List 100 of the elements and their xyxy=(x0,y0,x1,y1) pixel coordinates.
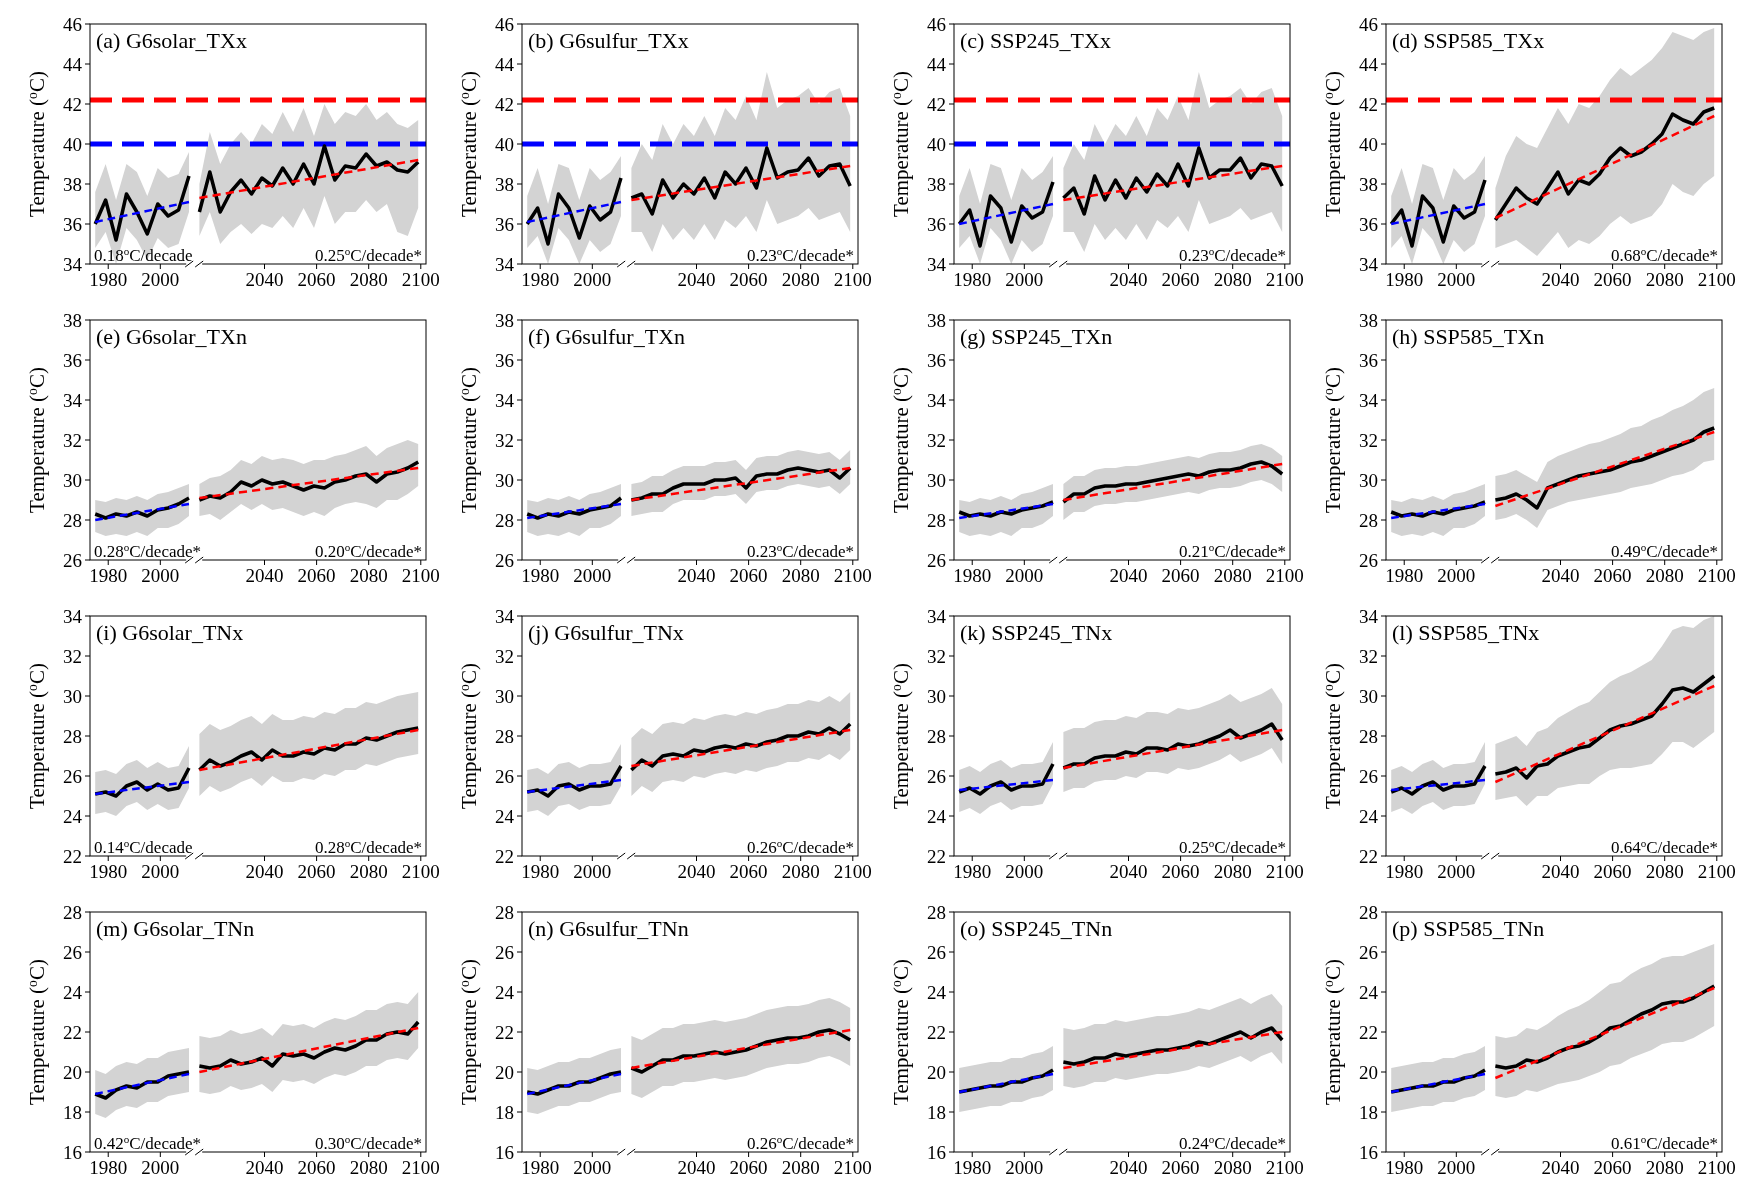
y-tick-label: 46 xyxy=(927,13,946,35)
y-tick-label: 18 xyxy=(495,1101,514,1123)
x-tick-label: 2000 xyxy=(573,861,612,882)
x-tick-label: 2040 xyxy=(1541,861,1580,882)
x-tick-label: 2100 xyxy=(833,861,872,882)
y-tick-label: 24 xyxy=(927,805,947,827)
y-tick-label: 28 xyxy=(63,725,82,747)
y-tick-label: 36 xyxy=(927,213,946,235)
y-tick-label: 34 xyxy=(63,389,83,411)
y-tick-label: 34 xyxy=(63,605,83,627)
y-tick-label: 46 xyxy=(63,13,82,35)
y-tick-label: 34 xyxy=(495,253,515,275)
y-tick-label: 42 xyxy=(63,93,82,115)
x-tick-label: 2040 xyxy=(245,861,284,882)
x-tick-label: 2100 xyxy=(833,1157,872,1178)
y-tick-label: 34 xyxy=(63,253,83,275)
line-series xyxy=(629,146,852,216)
x-tick-label: 2060 xyxy=(1593,269,1632,290)
y-tick-label: 40 xyxy=(63,133,82,155)
y-tick-label: 22 xyxy=(63,845,82,867)
y-tick-label: 24 xyxy=(495,805,515,827)
y-tick-label: 28 xyxy=(927,901,946,923)
x-tick-label: 2000 xyxy=(1005,1157,1044,1178)
y-tick-label: 24 xyxy=(1359,805,1379,827)
y-tick-label: 34 xyxy=(1359,605,1379,627)
y-tick-label: 42 xyxy=(1359,93,1378,115)
y-tick-label: 30 xyxy=(1359,685,1378,707)
y-tick-label: 28 xyxy=(495,509,514,531)
y-tick-label: 28 xyxy=(495,725,514,747)
x-tick-label: 2100 xyxy=(1697,269,1736,290)
x-tick-label: 2100 xyxy=(1697,1157,1736,1178)
x-tick-label: 2060 xyxy=(729,1157,768,1178)
y-tick-label: 28 xyxy=(927,509,946,531)
y-tick-label: 44 xyxy=(495,53,515,75)
x-tick-label: 2040 xyxy=(245,269,284,290)
chart-title: (e) G6solar_TXn xyxy=(96,324,247,349)
x-tick-label: 2080 xyxy=(1213,1157,1252,1178)
y-tick-label: 36 xyxy=(495,349,514,371)
x-tick-label: 2080 xyxy=(1645,861,1684,882)
x-tick-label: 2100 xyxy=(1265,565,1304,586)
y-tick-label: 16 xyxy=(495,1141,514,1163)
x-tick-label: 2040 xyxy=(1541,565,1580,586)
x-tick-label: 2000 xyxy=(141,1157,180,1178)
x-tick-label: 2000 xyxy=(1437,565,1476,586)
chart-title: (l) SSP585_TNx xyxy=(1392,620,1540,645)
y-tick-label: 28 xyxy=(1359,901,1378,923)
x-tick-label: 2100 xyxy=(1697,565,1736,586)
y-tick-label: 36 xyxy=(927,349,946,371)
y-tick-label: 20 xyxy=(63,1061,82,1083)
chart-title: (d) SSP585_TXx xyxy=(1392,28,1545,53)
y-tick-label: 34 xyxy=(1359,389,1379,411)
y-tick-label: 30 xyxy=(495,685,514,707)
annotation: 0.42$^{o}$C/decade* xyxy=(94,1133,202,1153)
x-tick-label: 2060 xyxy=(729,565,768,586)
x-tick-label: 2000 xyxy=(573,269,612,290)
y-tick-label: 38 xyxy=(927,309,946,331)
annotation: 0.30$^{o}$C/decade* xyxy=(314,1133,422,1153)
x-tick-label: 2100 xyxy=(833,269,872,290)
x-tick-label: 2000 xyxy=(141,861,180,882)
x-tick-label: 1980 xyxy=(953,269,992,290)
x-tick-label: 1980 xyxy=(89,565,128,586)
y-tick-label: 24 xyxy=(63,805,83,827)
x-tick-label: 2000 xyxy=(141,565,180,586)
y-tick-label: 18 xyxy=(927,1101,946,1123)
x-tick-label: 2100 xyxy=(1265,1157,1304,1178)
x-tick-label: 2040 xyxy=(1109,565,1148,586)
x-tick-label: 2080 xyxy=(781,565,820,586)
y-tick-label: 44 xyxy=(1359,53,1379,75)
y-tick-label: 32 xyxy=(927,645,946,667)
x-tick-label: 2100 xyxy=(1697,861,1736,882)
y-tick-label: 34 xyxy=(927,605,947,627)
x-tick-label: 2040 xyxy=(1109,861,1148,882)
y-tick-label: 30 xyxy=(927,469,946,491)
x-tick-label: 2000 xyxy=(1437,861,1476,882)
annotation: 0.26$^{o}$C/decade* xyxy=(746,837,854,857)
chart-title: (m) G6solar_TNn xyxy=(96,916,255,941)
y-tick-label: 20 xyxy=(927,1061,946,1083)
x-tick-label: 1980 xyxy=(1385,861,1424,882)
line-series xyxy=(525,176,623,246)
x-tick-label: 1980 xyxy=(521,565,560,586)
x-tick-label: 2040 xyxy=(677,565,716,586)
x-tick-label: 2060 xyxy=(1593,1157,1632,1178)
chart-title: (p) SSP585_TNn xyxy=(1392,916,1545,941)
annotation: 0.23$^{o}$C/decade* xyxy=(746,245,854,265)
x-tick-label: 2000 xyxy=(141,269,180,290)
y-tick-label: 32 xyxy=(63,429,82,451)
y-tick-label: 30 xyxy=(495,469,514,491)
y-tick-label: 28 xyxy=(1359,725,1378,747)
y-tick-label: 34 xyxy=(927,253,947,275)
chart-title: (c) SSP245_TXx xyxy=(960,28,1111,53)
x-tick-label: 2060 xyxy=(297,861,336,882)
x-tick-label: 1980 xyxy=(1385,269,1424,290)
chart-title: (j) G6sulfur_TNx xyxy=(528,620,684,645)
y-tick-label: 38 xyxy=(63,173,82,195)
x-tick-label: 2000 xyxy=(1005,269,1044,290)
line-series xyxy=(197,144,420,214)
y-tick-label: 36 xyxy=(63,213,82,235)
x-tick-label: 2080 xyxy=(1213,861,1252,882)
x-tick-label: 2080 xyxy=(349,861,388,882)
y-tick-label: 40 xyxy=(1359,133,1378,155)
